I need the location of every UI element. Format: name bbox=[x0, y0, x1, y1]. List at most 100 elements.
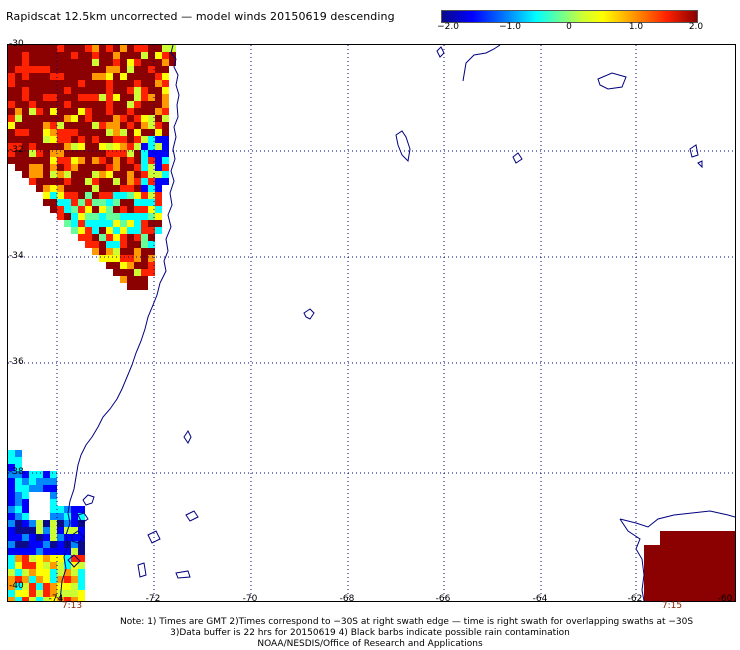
wind-cell bbox=[728, 580, 735, 587]
wind-cell bbox=[672, 552, 679, 559]
wind-cell bbox=[36, 157, 43, 164]
wind-cell bbox=[8, 80, 15, 87]
wind-cell bbox=[693, 587, 700, 594]
wind-cell bbox=[92, 52, 99, 59]
wind-cell bbox=[50, 541, 57, 548]
wind-cell bbox=[43, 108, 50, 115]
wind-cell bbox=[155, 164, 162, 171]
wind-cell bbox=[120, 269, 127, 276]
wind-cell bbox=[85, 129, 92, 136]
wind-cell bbox=[85, 122, 92, 129]
wind-cell bbox=[36, 548, 43, 555]
wind-cell bbox=[99, 164, 106, 171]
wind-cell bbox=[29, 164, 36, 171]
wind-cell bbox=[106, 129, 113, 136]
wind-cell bbox=[644, 545, 651, 552]
wind-cell bbox=[50, 478, 57, 485]
wind-cell bbox=[8, 52, 15, 59]
wind-cell bbox=[64, 562, 71, 569]
lon-label: -60 bbox=[717, 594, 733, 604]
wind-cell bbox=[22, 471, 29, 478]
wind-cell bbox=[57, 66, 64, 73]
wind-cell bbox=[169, 59, 176, 66]
wind-cell bbox=[15, 597, 22, 601]
wind-cell bbox=[120, 129, 127, 136]
wind-cell bbox=[85, 59, 92, 66]
wind-cell bbox=[707, 580, 714, 587]
wind-cell bbox=[43, 199, 50, 206]
wind-cell bbox=[78, 520, 85, 527]
wind-cell bbox=[141, 59, 148, 66]
wind-cell bbox=[78, 143, 85, 150]
wind-cell bbox=[106, 157, 113, 164]
lake bbox=[137, 562, 147, 578]
wind-cell bbox=[106, 115, 113, 122]
wind-cell bbox=[127, 255, 134, 262]
wind-cell bbox=[113, 255, 120, 262]
wind-cell bbox=[71, 569, 78, 576]
wind-cell bbox=[78, 220, 85, 227]
wind-cell bbox=[700, 559, 707, 566]
map-panel[interactable] bbox=[7, 44, 736, 602]
wind-cell bbox=[78, 59, 85, 66]
wind-cell bbox=[8, 150, 15, 157]
wind-cell bbox=[50, 513, 57, 520]
wind-cell bbox=[127, 171, 134, 178]
wind-cell bbox=[71, 101, 78, 108]
wind-cell bbox=[8, 527, 15, 534]
wind-cell bbox=[106, 87, 113, 94]
wind-cell bbox=[120, 262, 127, 269]
wind-cell bbox=[78, 185, 85, 192]
wind-cell bbox=[155, 206, 162, 213]
wind-cell bbox=[707, 573, 714, 580]
wind-cell bbox=[134, 255, 141, 262]
wind-cell bbox=[85, 220, 92, 227]
wind-cell bbox=[43, 527, 50, 534]
wind-cell bbox=[78, 80, 85, 87]
wind-cell bbox=[728, 573, 735, 580]
wind-cell bbox=[85, 157, 92, 164]
wind-cell bbox=[155, 220, 162, 227]
wind-cell bbox=[57, 108, 64, 115]
wind-cell bbox=[730, 538, 735, 545]
wind-cell bbox=[78, 213, 85, 220]
wind-cell bbox=[672, 580, 679, 587]
wind-cell bbox=[71, 122, 78, 129]
wind-cell bbox=[22, 164, 29, 171]
wind-cell bbox=[71, 576, 78, 583]
wind-cell bbox=[71, 129, 78, 136]
wind-cell bbox=[57, 52, 64, 59]
lon-label: -66 bbox=[435, 594, 451, 604]
wind-cell bbox=[78, 150, 85, 157]
bay-coastline bbox=[619, 518, 645, 601]
wind-cell bbox=[162, 164, 169, 171]
wind-cell bbox=[43, 534, 50, 541]
wind-cell bbox=[57, 555, 64, 562]
wind-cell bbox=[113, 45, 120, 52]
wind-cell bbox=[50, 171, 57, 178]
wind-cell bbox=[120, 101, 127, 108]
wind-cell bbox=[728, 552, 735, 559]
wind-cell bbox=[113, 66, 120, 73]
wind-cell bbox=[36, 534, 43, 541]
wind-cell bbox=[22, 590, 29, 597]
wind-cell bbox=[113, 192, 120, 199]
wind-cell bbox=[155, 185, 162, 192]
wind-cell bbox=[43, 548, 50, 555]
wind-cell bbox=[127, 185, 134, 192]
wind-cell bbox=[50, 206, 57, 213]
wind-cell bbox=[8, 562, 15, 569]
wind-cell bbox=[141, 129, 148, 136]
wind-cell bbox=[660, 538, 667, 545]
wind-cell bbox=[721, 587, 728, 594]
wind-cell bbox=[155, 108, 162, 115]
wind-cell bbox=[141, 192, 148, 199]
wind-cell bbox=[71, 562, 78, 569]
wind-cell bbox=[78, 569, 85, 576]
wind-cell bbox=[92, 241, 99, 248]
wind-cell bbox=[162, 129, 169, 136]
colorbar-tick: 1.0 bbox=[628, 22, 644, 32]
wind-cell bbox=[71, 227, 78, 234]
wind-cell bbox=[57, 129, 64, 136]
footnote-line-2: 3)Data buffer is 22 hrs for 20150619 4) … bbox=[170, 628, 570, 638]
